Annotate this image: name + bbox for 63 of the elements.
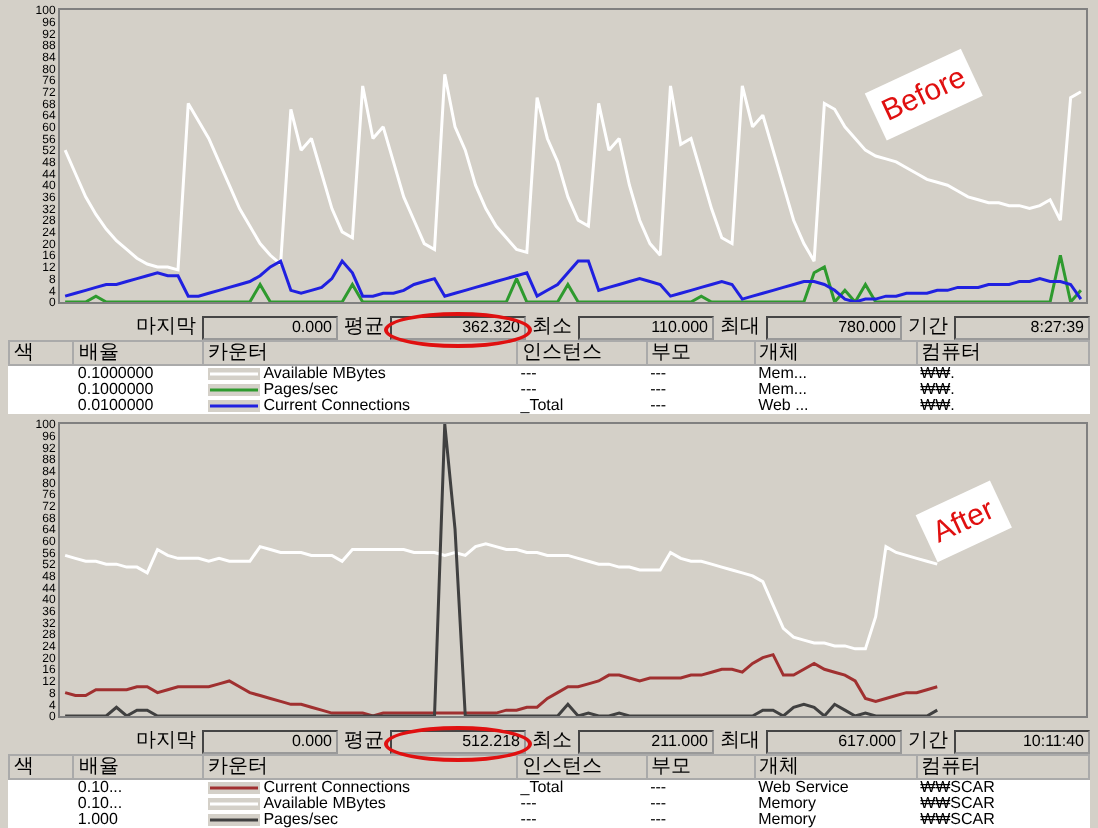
- text: 마지막: [136, 729, 196, 751]
- text: ₩₩.: [918, 364, 957, 382]
- text: 1.000: [75, 810, 120, 828]
- text: ---: [648, 810, 669, 828]
- text: 0.000: [202, 315, 338, 339]
- text: ₩₩SCAR: [918, 810, 997, 828]
- text: 512.218: [390, 729, 526, 753]
- text: 0.1000000: [75, 380, 156, 398]
- text: 부모: [646, 341, 755, 365]
- text: Memory: [756, 810, 818, 828]
- text: ---: [518, 794, 537, 812]
- text: Mem...: [756, 380, 810, 398]
- text: 마지막: [136, 315, 196, 337]
- text: ---: [648, 380, 669, 398]
- text: ₩₩SCAR: [918, 778, 997, 796]
- text: 최소: [532, 729, 572, 751]
- text: 780.000: [766, 315, 902, 339]
- text: 최대: [720, 315, 760, 337]
- text: ₩₩.: [918, 396, 957, 414]
- text: 0.1000000: [75, 364, 156, 382]
- text: ₩₩.: [918, 380, 957, 398]
- legend-label: Pages/sec: [263, 812, 339, 828]
- annotation: After: [927, 492, 1000, 551]
- text: 평균: [344, 315, 384, 337]
- text: ---: [648, 364, 669, 382]
- text: 평균: [344, 729, 384, 751]
- legend-label: Available MBytes: [263, 794, 386, 812]
- legend-label: Current Connections: [263, 778, 411, 796]
- annotation: Before: [876, 60, 972, 129]
- text: ---: [648, 396, 669, 414]
- legend-label: Pages/sec: [263, 382, 339, 398]
- line-series: [63, 424, 939, 716]
- text: ---: [648, 778, 669, 796]
- text: Web ...: [756, 396, 811, 414]
- text: Web Service: [756, 778, 851, 796]
- text: 최소: [532, 315, 572, 337]
- text: 211.000: [578, 729, 714, 753]
- line-series: [63, 72, 1083, 272]
- text: _Total: [518, 778, 566, 796]
- text: 617.000: [766, 729, 902, 753]
- text: Memory: [756, 794, 818, 812]
- line-series: [63, 653, 939, 716]
- text: _Total: [518, 396, 566, 414]
- legend-label: Current Connections: [263, 398, 411, 414]
- text: 기간: [908, 315, 948, 337]
- text: 362.320: [390, 315, 526, 339]
- text: 10:11:40: [954, 729, 1090, 753]
- text: ---: [518, 810, 539, 828]
- text: 기간: [908, 729, 948, 751]
- text: 110.000: [578, 315, 714, 339]
- text: 8:27:39: [954, 315, 1090, 339]
- text: Mem...: [756, 364, 810, 382]
- text: 최대: [720, 729, 760, 751]
- text: 0.0100000: [75, 396, 156, 414]
- text: ---: [648, 794, 669, 812]
- text: ---: [518, 364, 539, 382]
- text: 0.10...: [75, 778, 125, 796]
- text: 부모: [646, 755, 755, 779]
- text: ₩₩SCAR: [918, 794, 997, 812]
- legend-label: Available MBytes: [263, 364, 386, 382]
- text: 0.000: [202, 729, 338, 753]
- text: 0.10...: [75, 794, 125, 812]
- text: ---: [518, 380, 539, 398]
